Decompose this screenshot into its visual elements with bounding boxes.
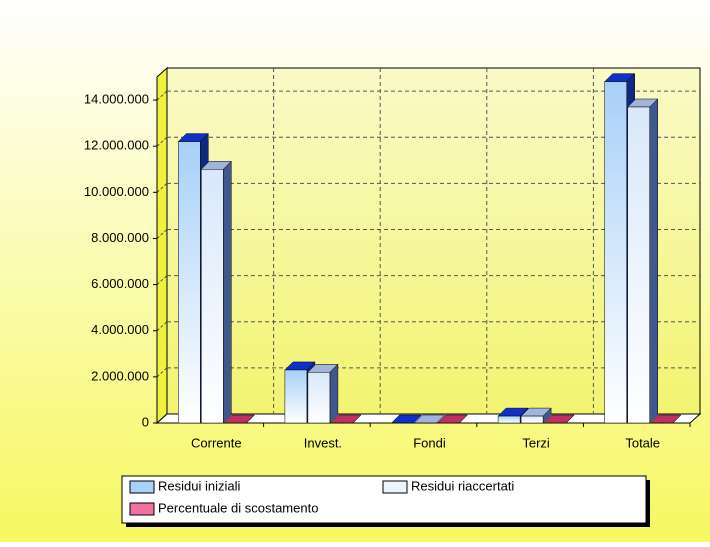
legend-label: Residui riaccertati [411,478,514,493]
y-tick-label: 4.000.000 [91,322,149,337]
y-tick-label: 0 [142,414,149,429]
y-tick-label: 2.000.000 [91,368,149,383]
legend-swatch [130,481,154,493]
legend-swatch [130,503,154,515]
legend: Residui iniziali Residui riaccertati Perce… [122,476,650,527]
x-tick-label: Terzi [522,435,550,450]
x-tick-label: Invest. [304,435,342,450]
y-tick-label: 12.000.000 [84,138,149,153]
bar [178,142,200,423]
bar [628,107,650,423]
bar [605,82,627,423]
bar [201,169,223,423]
y-tick-label: 8.000.000 [91,230,149,245]
bar-side [223,161,231,423]
bar-side [330,364,338,423]
legend-swatch [383,481,407,493]
legend-label: Residui iniziali [158,478,240,493]
x-tick-label: Corrente [191,435,242,450]
x-tick-label: Fondi [413,435,446,450]
x-tick-label: Totale [625,435,660,450]
legend-label: Percentuale di scostamento [158,500,318,515]
y-tick-label: 14.000.000 [84,92,149,107]
bar [285,370,307,423]
bar [308,372,330,423]
y-tick-label: 10.000.000 [84,184,149,199]
y-tick-label: 6.000.000 [91,276,149,291]
bar [498,416,520,423]
bar [521,416,543,423]
bar-side [650,99,658,423]
